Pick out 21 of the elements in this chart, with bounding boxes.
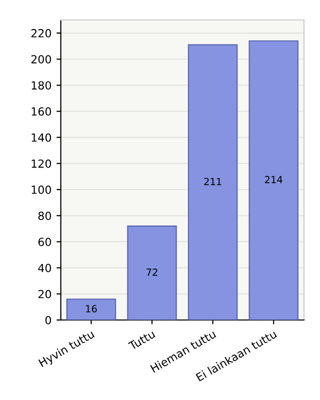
y-tick-label: 140 <box>32 133 52 142</box>
data-label: 211 <box>204 178 222 186</box>
bar <box>127 226 177 320</box>
bar <box>66 298 116 320</box>
y-tick-label: 200 <box>31 55 52 64</box>
data-label: 16 <box>86 305 97 312</box>
bar <box>188 44 238 320</box>
data-label: 72 <box>146 268 158 276</box>
y-tick-label: 100 <box>32 186 52 194</box>
y-tick-label: 20 <box>38 290 52 298</box>
x-tick-label: Tuttu <box>128 330 156 350</box>
y-tick-label: 60 <box>38 238 52 246</box>
y-tick-label: 40 <box>38 264 52 272</box>
y-tick-label: 180 <box>32 81 52 90</box>
bar <box>248 40 298 320</box>
y-tick-label: 160 <box>32 107 52 116</box>
y-tick-label: 120 <box>32 159 52 168</box>
data-label: 214 <box>265 176 282 184</box>
y-tick-label: 220 <box>31 29 52 38</box>
y-tick-label: 80 <box>38 212 52 220</box>
y-tick-label: 0 <box>45 316 52 324</box>
